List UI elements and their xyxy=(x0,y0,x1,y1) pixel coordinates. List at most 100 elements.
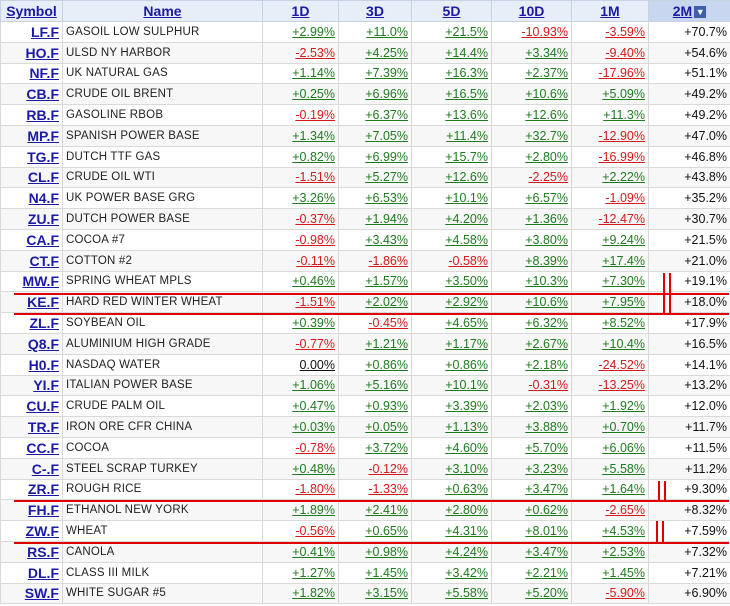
change-d3-cell[interactable]: +7.39% xyxy=(338,62,412,85)
change-d10-cell[interactable]: +12.6% xyxy=(491,104,572,126)
change-d1-cell[interactable]: -0.56% xyxy=(262,520,339,542)
change-d3-cell[interactable]: +11.0% xyxy=(338,21,412,43)
column-header-5d[interactable]: 5D xyxy=(411,0,492,22)
symbol-link[interactable]: NF.F xyxy=(0,62,63,85)
change-d10-cell[interactable]: -2.25% xyxy=(491,166,572,189)
change-m1-cell[interactable]: +2.22% xyxy=(571,166,649,189)
change-d5-cell[interactable]: +11.4% xyxy=(411,124,492,147)
change-d10-cell[interactable]: +3.47% xyxy=(491,540,572,563)
change-d5-cell[interactable]: +16.5% xyxy=(411,83,492,106)
change-d5-cell[interactable]: +21.5% xyxy=(411,21,492,43)
column-header-2m-sorted[interactable]: 2M ▼ xyxy=(648,0,730,22)
symbol-link[interactable]: RS.F xyxy=(0,540,63,563)
symbol-link[interactable]: KE.F xyxy=(0,291,63,314)
change-d10-cell[interactable]: +8.01% xyxy=(491,520,572,542)
change-m1-cell[interactable]: +10.4% xyxy=(571,332,649,355)
symbol-link[interactable]: CL.F xyxy=(0,166,63,189)
change-d3-cell[interactable]: +2.41% xyxy=(338,499,412,522)
change-d10-cell[interactable]: -0.31% xyxy=(491,374,572,397)
change-d5-cell[interactable]: +2.80% xyxy=(411,499,492,522)
change-m1-cell[interactable]: +17.4% xyxy=(571,249,649,272)
symbol-link[interactable]: SW.F xyxy=(0,582,63,605)
change-d10-cell[interactable]: +2.03% xyxy=(491,395,572,418)
change-d10-cell[interactable]: +2.37% xyxy=(491,62,572,85)
change-d1-cell[interactable]: 0.00% xyxy=(262,353,339,376)
change-d5-cell[interactable]: +15.7% xyxy=(411,145,492,168)
change-d5-cell[interactable]: +1.17% xyxy=(411,332,492,355)
symbol-link[interactable]: HO.F xyxy=(0,41,63,64)
change-m1-cell[interactable]: +9.24% xyxy=(571,228,649,251)
symbol-link[interactable]: H0.F xyxy=(0,353,63,376)
change-d10-cell[interactable]: +1.36% xyxy=(491,208,572,230)
change-d5-cell[interactable]: +14.4% xyxy=(411,41,492,64)
symbol-link[interactable]: YI.F xyxy=(0,374,63,397)
change-d5-cell[interactable]: +4.31% xyxy=(411,520,492,542)
change-m1-cell[interactable]: -13.25% xyxy=(571,374,649,397)
change-d3-cell[interactable]: +3.72% xyxy=(338,436,412,459)
symbol-link[interactable]: ZL.F xyxy=(0,312,63,334)
change-d3-cell[interactable]: -0.45% xyxy=(338,312,412,334)
change-d1-cell[interactable]: +1.82% xyxy=(262,582,339,605)
change-d10-cell[interactable]: +6.57% xyxy=(491,187,572,210)
change-m1-cell[interactable]: -17.96% xyxy=(571,62,649,85)
change-d1-cell[interactable]: -0.77% xyxy=(262,332,339,355)
change-m1-cell[interactable]: +11.3% xyxy=(571,104,649,126)
change-d3-cell[interactable]: -0.12% xyxy=(338,457,412,480)
change-d10-cell[interactable]: +2.80% xyxy=(491,145,572,168)
symbol-link[interactable]: C-.F xyxy=(0,457,63,480)
change-d3-cell[interactable]: +5.27% xyxy=(338,166,412,189)
change-d5-cell[interactable]: +16.3% xyxy=(411,62,492,85)
change-m1-cell[interactable]: -9.40% xyxy=(571,41,649,64)
change-d5-cell[interactable]: +13.6% xyxy=(411,104,492,126)
change-d3-cell[interactable]: +3.43% xyxy=(338,228,412,251)
change-m1-cell[interactable]: -12.47% xyxy=(571,208,649,230)
symbol-link[interactable]: Q8.F xyxy=(0,332,63,355)
symbol-link[interactable]: CB.F xyxy=(0,83,63,106)
change-m1-cell[interactable]: +6.06% xyxy=(571,436,649,459)
change-d1-cell[interactable]: -0.98% xyxy=(262,228,339,251)
change-d5-cell[interactable]: +3.39% xyxy=(411,395,492,418)
symbol-link[interactable]: TR.F xyxy=(0,416,63,438)
change-d1-cell[interactable]: -1.80% xyxy=(262,478,339,501)
symbol-link[interactable]: ZR.F xyxy=(0,478,63,501)
symbol-link[interactable]: MP.F xyxy=(0,124,63,147)
change-d10-cell[interactable]: +10.6% xyxy=(491,83,572,106)
change-m1-cell[interactable]: -3.59% xyxy=(571,21,649,43)
change-m1-cell[interactable]: +5.09% xyxy=(571,83,649,106)
change-d1-cell[interactable]: +1.06% xyxy=(262,374,339,397)
change-d3-cell[interactable]: +4.25% xyxy=(338,41,412,64)
change-d5-cell[interactable]: +1.13% xyxy=(411,416,492,438)
change-d5-cell[interactable]: -0.58% xyxy=(411,249,492,272)
change-d5-cell[interactable]: +10.1% xyxy=(411,374,492,397)
change-m1-cell[interactable]: -2.65% xyxy=(571,499,649,522)
change-d3-cell[interactable]: -1.86% xyxy=(338,249,412,272)
change-d3-cell[interactable]: +6.53% xyxy=(338,187,412,210)
change-d1-cell[interactable]: -0.11% xyxy=(262,249,339,272)
symbol-link[interactable]: CT.F xyxy=(0,249,63,272)
change-m1-cell[interactable]: +0.70% xyxy=(571,416,649,438)
symbol-link[interactable]: LF.F xyxy=(0,21,63,43)
column-header-3d[interactable]: 3D xyxy=(338,0,412,22)
change-d10-cell[interactable]: -10.93% xyxy=(491,21,572,43)
change-d3-cell[interactable]: -1.33% xyxy=(338,478,412,501)
change-d10-cell[interactable]: +0.62% xyxy=(491,499,572,522)
change-d5-cell[interactable]: +4.60% xyxy=(411,436,492,459)
symbol-link[interactable]: N4.F xyxy=(0,187,63,210)
change-d10-cell[interactable]: +2.21% xyxy=(491,561,572,584)
change-d1-cell[interactable]: -1.51% xyxy=(262,166,339,189)
change-d1-cell[interactable]: +0.03% xyxy=(262,416,339,438)
symbol-link[interactable]: MW.F xyxy=(0,270,63,293)
column-header-1m[interactable]: 1M xyxy=(571,0,649,22)
change-d1-cell[interactable]: +0.47% xyxy=(262,395,339,418)
change-d3-cell[interactable]: +1.57% xyxy=(338,270,412,293)
change-d1-cell[interactable]: +1.14% xyxy=(262,62,339,85)
change-d10-cell[interactable]: +8.39% xyxy=(491,249,572,272)
change-d10-cell[interactable]: +6.32% xyxy=(491,312,572,334)
symbol-link[interactable]: CC.F xyxy=(0,436,63,459)
change-d1-cell[interactable]: -0.37% xyxy=(262,208,339,230)
change-d5-cell[interactable]: +10.1% xyxy=(411,187,492,210)
change-d10-cell[interactable]: +3.88% xyxy=(491,416,572,438)
symbol-link[interactable]: TG.F xyxy=(0,145,63,168)
change-m1-cell[interactable]: -24.52% xyxy=(571,353,649,376)
change-d1-cell[interactable]: +0.41% xyxy=(262,540,339,563)
